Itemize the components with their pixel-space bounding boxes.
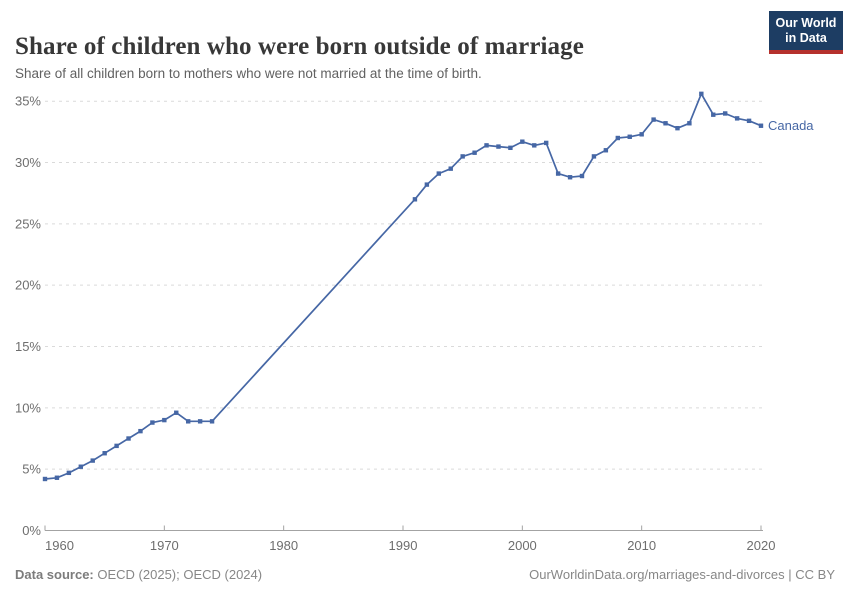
canada-point-2005[interactable] (579, 173, 585, 179)
canada-point-1964[interactable] (90, 458, 95, 463)
data-source-value: OECD (2025); OECD (2024) (97, 567, 263, 582)
canada-point-2013[interactable] (675, 125, 680, 131)
canada-point-2012[interactable] (663, 121, 668, 126)
canada-point-1968[interactable] (138, 428, 143, 434)
canada-point-1999[interactable] (508, 145, 513, 151)
canada-point-2010[interactable] (639, 132, 644, 137)
canada-point-1967[interactable] (126, 436, 131, 441)
canada-point-2000[interactable] (520, 139, 525, 144)
canada-point-1996[interactable] (472, 150, 477, 155)
canada-point-1960[interactable] (42, 476, 48, 482)
owid-logo[interactable]: Our World in Data (769, 11, 843, 54)
owid-logo-text: Our World in Data (769, 11, 843, 50)
owid-credit-link[interactable]: OurWorldinData.org/marriages-and-divorce… (529, 567, 835, 582)
x-axis-label-1970: 1970 (150, 538, 179, 553)
canada-point-1962[interactable] (66, 470, 72, 476)
canada-point-2004[interactable] (567, 175, 573, 180)
canada-point-2015[interactable] (699, 91, 704, 97)
y-axis-label-25: 25% (15, 216, 41, 231)
y-axis-label-30: 30% (15, 155, 41, 170)
canada-point-2018[interactable] (734, 116, 740, 121)
x-axis-label-1960: 1960 (45, 538, 74, 553)
owid-logo-red-bar (769, 50, 843, 54)
canada-point-2011[interactable] (651, 117, 656, 122)
canada-point-2006[interactable] (591, 154, 597, 159)
canada-point-2008[interactable] (615, 135, 620, 141)
y-axis-label-20: 20% (15, 278, 41, 293)
entity-label-canada[interactable]: Canada (768, 118, 814, 133)
chart-footer: Data source: OECD (2025); OECD (2024) Ou… (15, 567, 835, 582)
canada-point-1963[interactable] (78, 464, 83, 469)
y-axis-label-10: 10% (15, 400, 41, 415)
canada-point-2007[interactable] (603, 148, 609, 153)
y-axis-label-0: 0% (22, 523, 41, 538)
canada-point-1997[interactable] (484, 143, 489, 148)
canada-point-1973[interactable] (197, 419, 203, 424)
canada-point-1998[interactable] (496, 144, 501, 149)
canada-point-2017[interactable] (723, 111, 728, 116)
page-title: Share of children who were born outside … (15, 32, 584, 60)
canada-point-2020[interactable] (758, 123, 764, 128)
canada-point-1991[interactable] (412, 197, 418, 202)
canada-point-1966[interactable] (114, 443, 119, 449)
canada-point-2019[interactable] (746, 118, 752, 124)
owid-logo-line1: Our World (775, 16, 837, 30)
canada-point-1993[interactable] (436, 171, 441, 176)
canada-point-1994[interactable] (448, 166, 453, 171)
canada-point-1974[interactable] (209, 419, 215, 424)
canada-point-1972[interactable] (186, 419, 191, 424)
canada-point-2016[interactable] (711, 112, 716, 117)
canada-point-1961[interactable] (54, 475, 60, 480)
canada-point-2001[interactable] (532, 143, 537, 148)
chart-subtitle: Share of all children born to mothers wh… (15, 65, 482, 81)
y-axis-label-35: 35% (15, 94, 41, 109)
x-axis-label-2020: 2020 (747, 538, 776, 553)
canada-point-2002[interactable] (544, 140, 549, 146)
data-source-label: Data source: (15, 567, 94, 582)
owid-logo-line2: in Data (785, 31, 827, 45)
canada-point-2014[interactable] (687, 121, 692, 126)
canada-point-1969[interactable] (150, 420, 155, 425)
x-axis-label-1990: 1990 (389, 538, 418, 553)
y-axis-label-15: 15% (15, 339, 41, 354)
canada-point-1995[interactable] (460, 154, 465, 159)
canada-point-1965[interactable] (102, 451, 107, 456)
canada-point-1971[interactable] (174, 410, 179, 415)
x-axis-label-2010: 2010 (627, 538, 656, 553)
canada-point-1970[interactable] (162, 417, 167, 423)
x-axis-label-1980: 1980 (269, 538, 298, 553)
canada-point-2003[interactable] (555, 171, 561, 176)
canada-point-1992[interactable] (424, 182, 430, 187)
data-source-note: Data source: OECD (2025); OECD (2024) (15, 567, 262, 582)
x-axis-label-2000: 2000 (508, 538, 537, 553)
canada-point-2009[interactable] (627, 134, 632, 139)
y-axis-label-5: 5% (22, 462, 41, 477)
